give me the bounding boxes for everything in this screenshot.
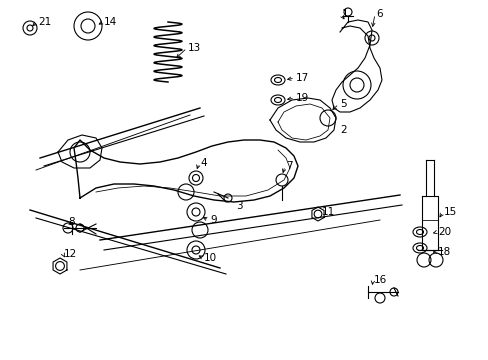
Text: 1: 1 (341, 9, 348, 19)
Text: 3: 3 (236, 201, 242, 211)
Text: 17: 17 (295, 73, 308, 83)
Text: 10: 10 (203, 253, 217, 263)
Text: 6: 6 (375, 9, 382, 19)
Text: 4: 4 (200, 158, 206, 168)
Text: 16: 16 (373, 275, 386, 285)
Text: 14: 14 (104, 17, 117, 27)
Text: 15: 15 (443, 207, 456, 217)
Text: 20: 20 (437, 227, 450, 237)
Text: 11: 11 (321, 207, 335, 217)
Text: 5: 5 (339, 99, 346, 109)
Text: 18: 18 (437, 247, 450, 257)
Text: 2: 2 (339, 125, 346, 135)
Text: 13: 13 (187, 43, 201, 53)
Text: 19: 19 (295, 93, 308, 103)
Text: 12: 12 (64, 249, 77, 259)
Text: 7: 7 (285, 161, 292, 171)
Text: 21: 21 (38, 17, 51, 27)
Text: 9: 9 (209, 215, 216, 225)
Text: 8: 8 (68, 217, 75, 227)
